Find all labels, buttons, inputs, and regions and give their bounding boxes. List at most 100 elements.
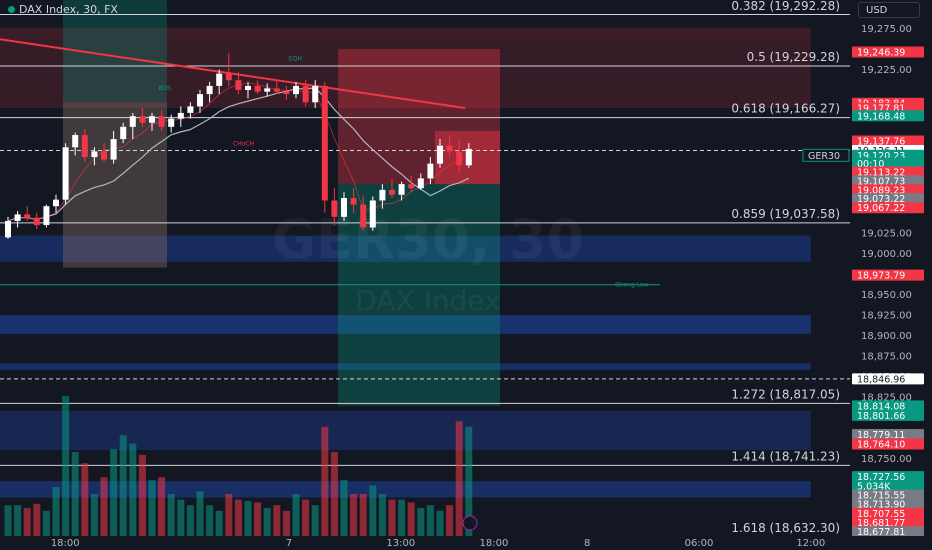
price-tag-bg: [852, 46, 924, 58]
price-tag: 18,973.79: [857, 271, 905, 282]
candle: [456, 151, 463, 166]
volume-bar: [129, 443, 137, 536]
candle: [101, 151, 107, 160]
price-tag-bg: [852, 157, 924, 169]
volume-bar: [455, 421, 463, 536]
trend-line: [0, 38, 466, 110]
price-tag: 18,715.55: [857, 491, 905, 502]
volume-bar: [311, 505, 319, 536]
candle: [312, 85, 319, 103]
zone-supply-main: [0, 39, 811, 109]
symbol-header[interactable]: DAX Index, 30, FX: [8, 3, 118, 16]
volume-bar: [417, 508, 425, 536]
volume-bar: [407, 502, 415, 536]
candle: [53, 199, 59, 207]
price-tag: 19,089.23: [857, 185, 905, 196]
price-tags-layer: 19,246.3919,183.8419,177.8119,168.4819,1…: [802, 46, 924, 547]
fib-label-1: 0.5 (19,229.28): [747, 50, 840, 64]
candle: [14, 214, 21, 221]
price-tag: 18,846.96: [857, 374, 905, 385]
y-tick-label: 19,275.00: [861, 24, 912, 35]
candle: [293, 85, 299, 95]
price-tag-bg: [852, 507, 924, 519]
price-tag-bg: [852, 202, 924, 214]
fib-labels-layer: 0.382 (19,292.28) 0.5 (19,229.28) 0.618 (1…: [731, 0, 840, 535]
price-tag: 18,814.08: [857, 401, 905, 412]
y-tick-label: 18,925.00: [861, 311, 912, 322]
candle: [379, 189, 386, 201]
volume-bar: [282, 510, 290, 536]
candle: [446, 145, 453, 152]
volume-bar: [186, 505, 194, 536]
price-tag: 00:10: [857, 159, 884, 170]
volume-bar: [196, 491, 204, 536]
candle: [33, 217, 40, 226]
candle: [389, 189, 395, 195]
price-tag: 19,246.39: [857, 48, 905, 59]
y-tick-label: 19,225.00: [861, 65, 912, 76]
candle: [197, 94, 203, 107]
currency-button[interactable]: USD: [858, 2, 920, 18]
fib-label-3: 0.859 (19,037.58): [731, 207, 840, 221]
zone-supply-top: [0, 27, 811, 40]
volume-bar: [292, 494, 300, 536]
price-tag-bg: [852, 409, 924, 421]
volume-bar: [81, 463, 89, 536]
price-tag: 18,764.10: [857, 439, 905, 450]
price-tag-bg: [852, 135, 924, 147]
fib-label-6: 1.618 (18,632.30): [731, 521, 840, 535]
candle: [254, 85, 261, 92]
y-tick-label: 18,875.00: [861, 351, 912, 362]
live-dot-icon: [8, 6, 15, 13]
volume-bar: [225, 494, 233, 536]
candle: [273, 88, 280, 92]
candle: [43, 206, 50, 226]
volume-bar: [426, 505, 434, 536]
watermark-main: GER30, 30: [272, 208, 584, 271]
candle: [408, 184, 415, 189]
x-tick-label: 12:00: [796, 538, 825, 549]
symbol-title: DAX Index, 30, FX: [19, 3, 118, 16]
candle: [24, 214, 31, 218]
candles-layer: [5, 53, 472, 239]
watermark-layer: GER30, 30 DAX Index: [272, 208, 584, 317]
candle: [81, 135, 88, 158]
candle: [245, 85, 251, 91]
x-tick-label: 06:00: [685, 538, 714, 549]
zone-demand-2: [0, 315, 811, 334]
volume-layer: [4, 396, 473, 536]
volume-bar: [71, 452, 79, 536]
short-box-risk: [338, 49, 500, 185]
volume-bar: [234, 499, 242, 536]
annotation-label: BOS: [158, 85, 171, 92]
volume-bar: [302, 499, 310, 536]
candle: [437, 145, 443, 164]
y-tick-label: 19,025.00: [861, 229, 912, 240]
symbol-tag-bg: [802, 148, 850, 162]
candle: [149, 116, 155, 123]
volume-bar: [465, 426, 473, 536]
price-tag: 19,107.73: [857, 176, 905, 187]
volume-bar: [62, 396, 70, 536]
volume-bar: [90, 494, 98, 536]
volume-bar: [350, 494, 358, 536]
volume-bar: [167, 494, 175, 536]
candle: [91, 151, 98, 158]
price-tag: 18,779.11: [857, 430, 905, 441]
price-tag-bg: [852, 517, 924, 529]
candle: [158, 116, 165, 127]
symbol-tag: GER30: [808, 151, 840, 162]
long-box-risk: [63, 102, 167, 268]
price-tag-bg: [852, 269, 924, 281]
volume-bar: [158, 477, 166, 536]
flash-icon: [462, 515, 478, 531]
price-tag-bg: [852, 480, 924, 492]
price-tag-bg: [852, 175, 924, 187]
candle: [427, 163, 434, 179]
annotation-label: Strong Low: [615, 281, 649, 288]
price-tag-bg: [852, 428, 924, 440]
fib-label-2: 0.618 (19,166.27): [731, 102, 840, 116]
price-tag: 19,120.23: [857, 151, 905, 162]
price-tag-bg: [852, 489, 924, 501]
